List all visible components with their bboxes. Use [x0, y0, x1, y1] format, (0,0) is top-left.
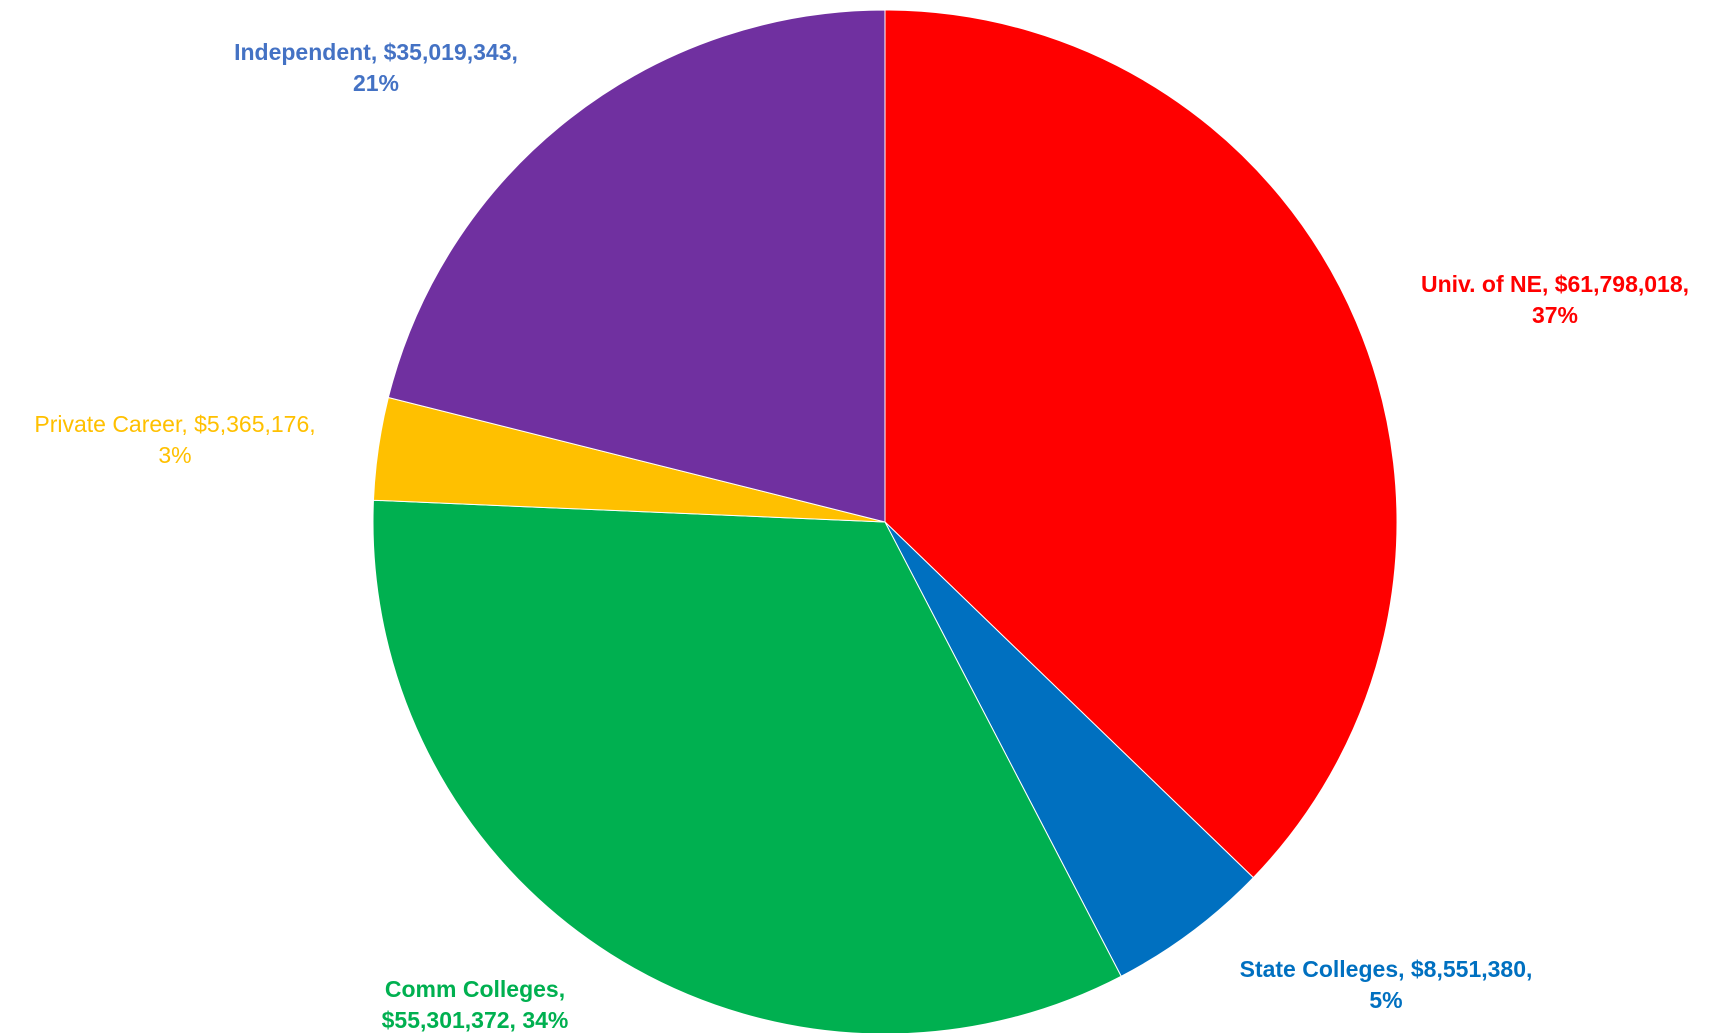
data-label-comm-colleges-line2: $55,301,372, 34% — [381, 1007, 569, 1033]
pie-slice-comm-colleges — [372, 499, 1122, 1033]
pie-slice-state-colleges — [884, 521, 1255, 977]
data-label-independent-line1: Independent, $35,019,343, — [234, 39, 518, 65]
data-label-state-colleges: State Colleges, $8,551,380, 5% — [1240, 954, 1533, 1016]
data-label-univ-of-ne-line1: Univ. of NE, $61,798,018, — [1420, 271, 1690, 297]
pie-slices — [372, 9, 1398, 1033]
data-label-independent-line2: 21% — [352, 70, 400, 96]
data-label-private-career-line1: Private Career, $5,365,176, — [34, 411, 316, 437]
data-label-univ-of-ne-line2: 37% — [1531, 302, 1579, 328]
data-label-comm-colleges-line1: Comm Colleges, — [384, 976, 566, 1002]
pie-slice-independent — [387, 9, 886, 523]
data-label-private-career: Private Career, $5,365,176, 3% — [34, 409, 315, 471]
data-label-private-career-line2: 3% — [158, 442, 192, 468]
data-label-univ-of-ne: Univ. of NE, $61,798,018, 37% — [1421, 269, 1689, 331]
data-label-state-colleges-line2: 5% — [1369, 987, 1403, 1013]
data-label-comm-colleges: Comm Colleges, $55,301,372, 34% — [382, 974, 569, 1036]
pie-slice-univ-of-ne — [884, 9, 1398, 879]
data-label-state-colleges-line1: State Colleges, $8,551,380, — [1239, 956, 1533, 982]
data-label-independent: Independent, $35,019,343, 21% — [234, 37, 518, 99]
